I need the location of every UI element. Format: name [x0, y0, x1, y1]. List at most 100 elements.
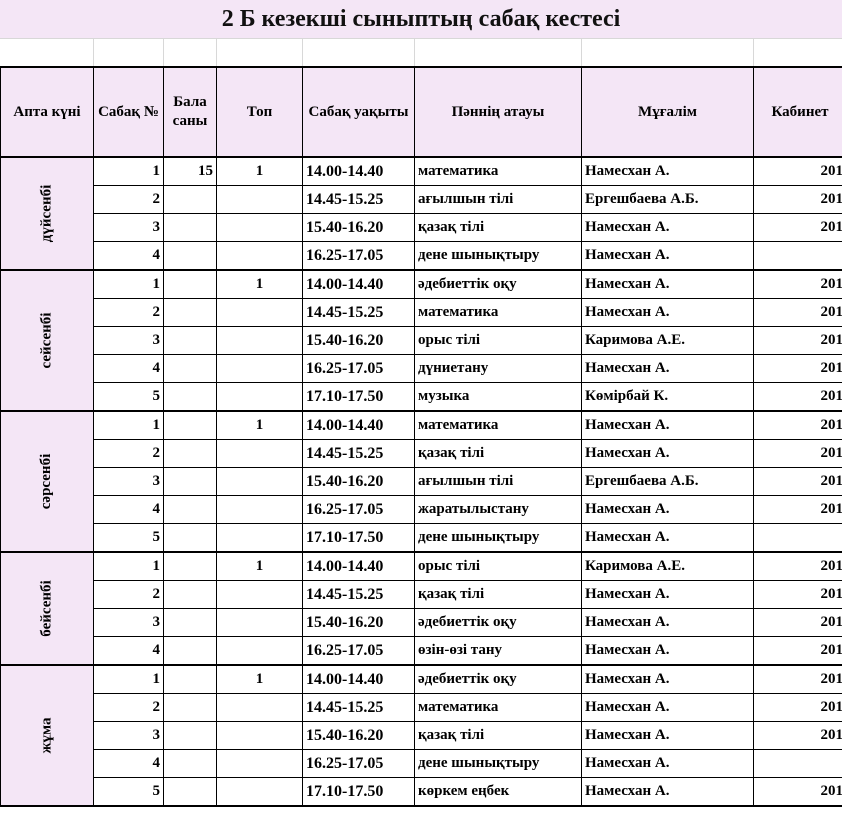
table-row: 4 16.25-17.05 жаратылыстану Намесхан А. 201	[1, 495, 842, 524]
subject-cell: музыка	[414, 382, 582, 412]
group-cell	[216, 749, 303, 778]
subject-cell: дүниетану	[414, 354, 582, 383]
time-cell: 15.40-16.20	[302, 213, 415, 242]
empty-row	[0, 38, 842, 66]
lesson-no-cell: 2	[93, 693, 164, 722]
subject-cell: қазақ тілі	[414, 580, 582, 609]
group-cell	[216, 777, 303, 807]
room-cell: 201	[753, 213, 842, 242]
room-cell: 201	[753, 269, 842, 299]
lesson-no-cell: 2	[93, 185, 164, 214]
teacher-cell: Намесхан А.	[581, 354, 754, 383]
room-cell: 201	[753, 608, 842, 637]
room-cell: 201	[753, 721, 842, 750]
children-cell	[163, 580, 217, 609]
children-cell	[163, 523, 217, 553]
table-row: 4 16.25-17.05 дене шынықтыру Намесхан А.	[1, 749, 842, 778]
group-cell: 1	[216, 269, 303, 299]
children-cell	[163, 551, 217, 581]
table-row: жұма 1 1 14.00-14.40 әдебиеттік оқу Намесхан …	[0, 664, 842, 807]
teacher-cell: Намесхан А.	[581, 580, 754, 609]
room-cell	[753, 241, 842, 271]
children-cell	[163, 269, 217, 299]
teacher-cell: Намесхан А.	[581, 749, 754, 778]
time-cell: 16.25-17.05	[302, 241, 415, 271]
table-row: 3 15.40-16.20 қазақ тілі Намесхан А. 201	[1, 721, 842, 750]
subject-cell: қазақ тілі	[414, 721, 582, 750]
day-cell: сейсенбі	[0, 269, 94, 412]
group-cell	[216, 326, 303, 355]
teacher-cell: Намесхан А.	[581, 156, 754, 186]
children-cell	[163, 326, 217, 355]
room-cell: 201	[753, 326, 842, 355]
group-cell	[216, 636, 303, 666]
room-cell: 201	[753, 777, 842, 807]
subject-cell: әдебиеттік оқу	[414, 269, 582, 299]
time-cell: 14.45-15.25	[302, 580, 415, 609]
teacher-cell: Намесхан А.	[581, 241, 754, 271]
children-cell	[163, 439, 217, 468]
table-row: 2 14.45-15.25 ағылшын тілі Ергешбаева А.Б. 2…	[1, 185, 842, 214]
subject-cell: әдебиеттік оқу	[414, 608, 582, 637]
time-cell: 15.40-16.20	[302, 721, 415, 750]
teacher-cell: Намесхан А.	[581, 298, 754, 327]
children-cell	[163, 213, 217, 242]
subject-cell: қазақ тілі	[414, 213, 582, 242]
room-cell: 201	[753, 495, 842, 524]
time-cell: 14.00-14.40	[302, 551, 415, 581]
teacher-cell: Каримова А.Е.	[581, 326, 754, 355]
group-cell	[216, 523, 303, 553]
time-cell: 15.40-16.20	[302, 326, 415, 355]
table-row: 5 17.10-17.50 көркем еңбек Намесхан А. 201	[1, 777, 842, 807]
children-cell	[163, 636, 217, 666]
time-cell: 17.10-17.50	[302, 777, 415, 807]
day-cell: сәрсенбі	[0, 410, 94, 553]
room-cell: 201	[753, 439, 842, 468]
time-cell: 15.40-16.20	[302, 467, 415, 496]
lesson-no-cell: 3	[93, 326, 164, 355]
children-cell: 15	[163, 156, 217, 186]
teacher-cell: Каримова А.Е.	[581, 551, 754, 581]
table-row: сейсенбі 1 1 14.00-14.40 әдебиеттік оқу Намес…	[0, 269, 842, 412]
room-cell	[753, 749, 842, 778]
group-cell	[216, 185, 303, 214]
teacher-cell: Намесхан А.	[581, 608, 754, 637]
header-row: Апта күні Сабақ № Бала саны Топ Сабақ уа…	[0, 66, 842, 158]
header-group: Топ	[216, 66, 303, 158]
lesson-no-cell: 1	[93, 410, 164, 440]
time-cell: 17.10-17.50	[302, 382, 415, 412]
lesson-no-cell: 2	[93, 580, 164, 609]
children-cell	[163, 241, 217, 271]
day-label: сәрсенбі	[38, 453, 55, 510]
children-cell	[163, 185, 217, 214]
subject-cell: әдебиеттік оқу	[414, 664, 582, 694]
time-cell: 14.45-15.25	[302, 693, 415, 722]
lesson-no-cell: 3	[93, 213, 164, 242]
subject-cell: математика	[414, 693, 582, 722]
table-row: 3 15.40-16.20 әдебиеттік оқу Намесхан А. 201	[1, 608, 842, 637]
subject-cell: ағылшын тілі	[414, 185, 582, 214]
table-row: 3 15.40-16.20 орыс тілі Каримова А.Е. 201	[1, 326, 842, 355]
room-cell: 201	[753, 636, 842, 666]
room-cell: 201	[753, 664, 842, 694]
table-row: 5 17.10-17.50 дене шынықтыру Намесхан А.	[1, 523, 842, 553]
header-subject: Пәннің атауы	[414, 66, 582, 158]
group-cell	[216, 495, 303, 524]
subject-cell: математика	[414, 156, 582, 186]
subject-cell: орыс тілі	[414, 326, 582, 355]
header-children: Бала саны	[163, 66, 217, 158]
schedule-table: Апта күні Сабақ № Бала саны Топ Сабақ уа…	[0, 66, 842, 807]
table-row: 3 15.40-16.20 қазақ тілі Намесхан А. 201	[1, 213, 842, 242]
room-cell: 201	[753, 580, 842, 609]
subject-cell: дене шынықтыру	[414, 241, 582, 271]
room-cell: 201	[753, 156, 842, 186]
day-cell: жұма	[0, 664, 94, 807]
teacher-cell: Намесхан А.	[581, 523, 754, 553]
day-label: жұма	[38, 717, 55, 754]
table-row: дүйсенбі 1 15 1 14.00-14.40 математика Намесха…	[0, 156, 842, 271]
teacher-cell: Намесхан А.	[581, 495, 754, 524]
table-row: 5 17.10-17.50 музыка Көмірбай К. 201	[1, 382, 842, 412]
table-row: 4 16.25-17.05 өзін-өзі тану Намесхан А. 201	[1, 636, 842, 666]
teacher-cell: Намесхан А.	[581, 636, 754, 666]
room-cell: 201	[753, 382, 842, 412]
